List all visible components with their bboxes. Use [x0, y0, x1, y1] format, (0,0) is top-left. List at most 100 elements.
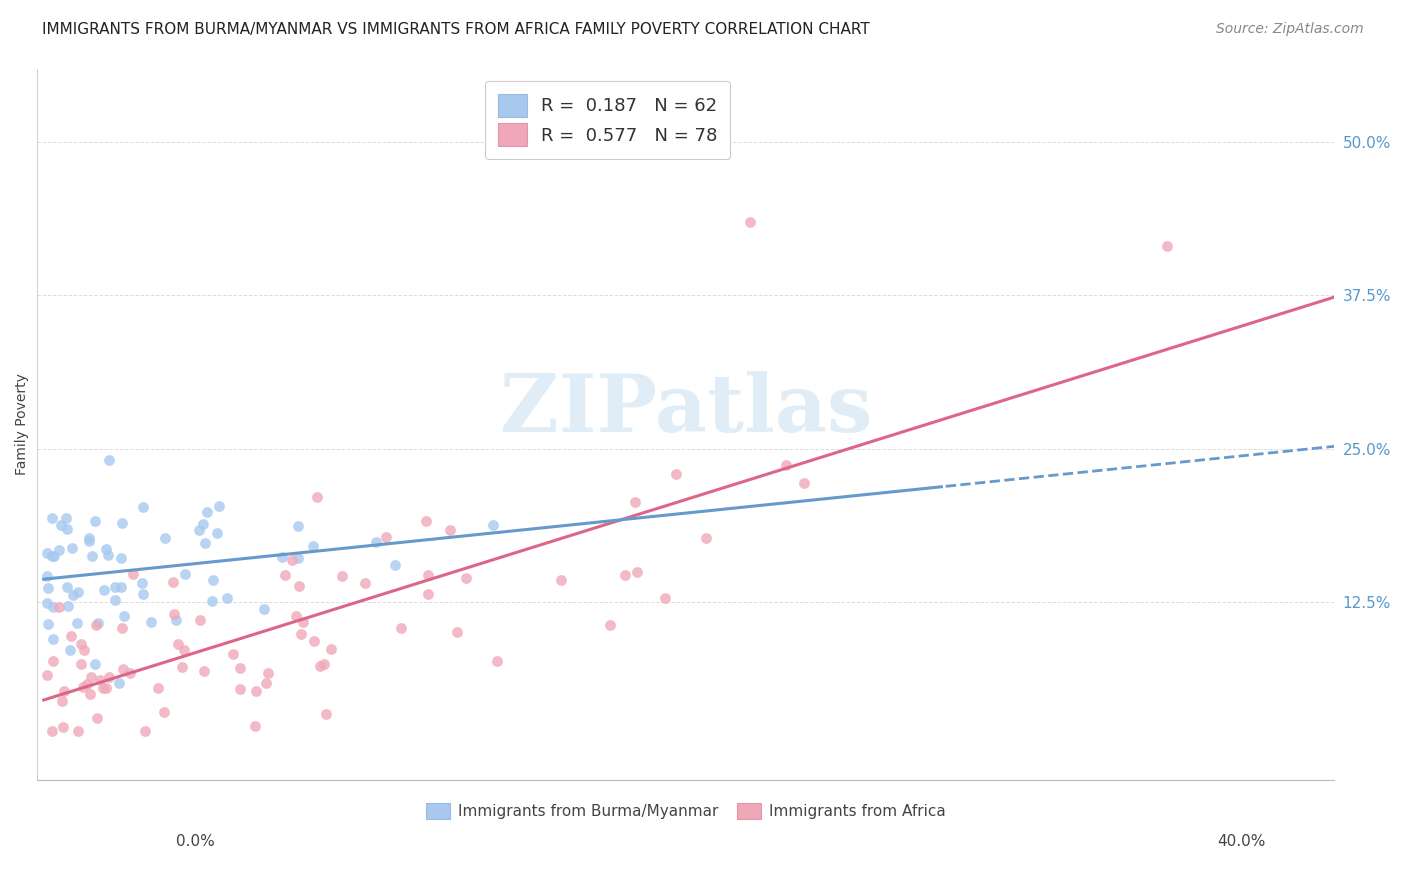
Point [153, 531, 176, 545]
Legend: Immigrants from Burma/Myanmar, Immigrants from Africa: Immigrants from Burma/Myanmar, Immigrant… [420, 797, 952, 825]
Point [37, 617, 59, 632]
Point [69, 637, 91, 651]
Point [195, 505, 218, 519]
Point [134, 723, 156, 738]
Point [193, 664, 215, 678]
Point [191, 516, 214, 531]
Point [87, 615, 110, 630]
Point [131, 500, 153, 514]
Point [389, 621, 412, 635]
Point [56, 599, 79, 613]
Point [314, 657, 336, 671]
Point [793, 475, 815, 490]
Point [482, 518, 505, 533]
Text: 40.0%: 40.0% [1218, 834, 1265, 849]
Point [104, 580, 127, 594]
Point [626, 565, 648, 579]
Point [321, 642, 343, 657]
Text: Source: ZipAtlas.com: Source: ZipAtlas.com [1216, 22, 1364, 37]
Point [280, 553, 302, 567]
Point [55, 511, 77, 525]
Point [122, 567, 145, 582]
Point [550, 574, 572, 588]
Point [287, 550, 309, 565]
Point [354, 575, 377, 590]
Point [416, 568, 439, 582]
Point [70, 657, 93, 672]
Text: 0.0%: 0.0% [176, 834, 215, 849]
Point [439, 524, 461, 538]
Text: ZIPatlas: ZIPatlas [499, 371, 872, 449]
Point [454, 571, 477, 585]
Point [72, 680, 94, 694]
Point [84, 617, 107, 632]
Point [48, 599, 70, 614]
Point [97, 670, 120, 684]
Point [41, 654, 63, 668]
Point [37, 581, 59, 595]
Point [59, 629, 82, 643]
Point [97, 548, 120, 562]
Point [35, 546, 58, 560]
Point [67, 723, 90, 738]
Point [315, 706, 337, 721]
Point [229, 682, 252, 697]
Point [131, 576, 153, 591]
Point [201, 593, 224, 607]
Point [110, 551, 132, 566]
Point [194, 536, 217, 550]
Point [41, 723, 63, 738]
Point [446, 624, 468, 639]
Point [73, 642, 96, 657]
Point [188, 523, 211, 537]
Point [94, 541, 117, 556]
Point [62, 588, 84, 602]
Point [83, 657, 105, 671]
Point [162, 607, 184, 621]
Point [415, 515, 437, 529]
Point [624, 495, 647, 509]
Point [284, 609, 307, 624]
Point [42, 632, 65, 647]
Point [1156, 239, 1178, 253]
Point [166, 637, 188, 651]
Point [384, 558, 406, 573]
Point [292, 615, 315, 629]
Point [775, 458, 797, 473]
Point [53, 683, 76, 698]
Point [35, 596, 58, 610]
Point [98, 452, 121, 467]
Point [132, 587, 155, 601]
Point [58, 642, 80, 657]
Point [205, 525, 228, 540]
Point [418, 587, 440, 601]
Point [108, 676, 131, 690]
Point [111, 621, 134, 635]
Point [55, 580, 77, 594]
Point [35, 568, 58, 582]
Point [162, 574, 184, 589]
Point [66, 615, 89, 630]
Point [229, 661, 252, 675]
Point [79, 686, 101, 700]
Point [55, 522, 77, 536]
Point [35, 668, 58, 682]
Point [93, 582, 115, 597]
Point [217, 591, 239, 606]
Point [52, 720, 75, 734]
Point [148, 681, 170, 695]
Point [614, 567, 637, 582]
Point [253, 601, 276, 615]
Point [738, 215, 761, 229]
Point [654, 591, 676, 605]
Point [110, 516, 132, 531]
Point [290, 627, 312, 641]
Y-axis label: Family Poverty: Family Poverty [15, 373, 30, 475]
Point [60, 541, 83, 555]
Point [79, 533, 101, 548]
Point [302, 634, 325, 648]
Point [86, 711, 108, 725]
Point [273, 567, 295, 582]
Point [695, 531, 717, 545]
Point [82, 549, 104, 563]
